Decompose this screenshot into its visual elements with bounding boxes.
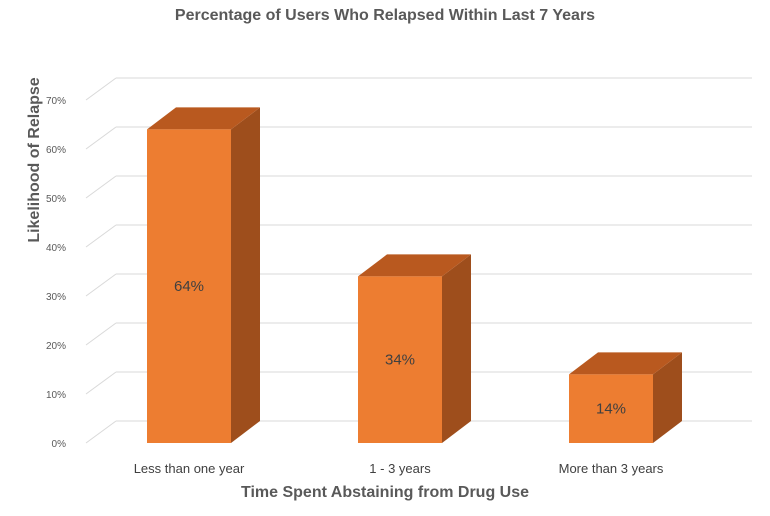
x-axis-title: Time Spent Abstaining from Drug Use: [240, 484, 530, 501]
gridline-side: [85, 371, 117, 395]
y-tick-label: 20%: [46, 341, 66, 352]
y-tick-label: 10%: [46, 390, 66, 401]
chart-title: Percentage of Users Who Relapsed Within …: [174, 7, 596, 24]
gridline-side: [85, 175, 117, 199]
bar-top: [569, 352, 682, 375]
bar-top: [358, 254, 471, 277]
gridline-side: [85, 273, 117, 297]
bar-side: [442, 254, 471, 443]
y-tick-label: 50%: [46, 194, 66, 205]
data-label: 14%: [596, 401, 626, 418]
y-tick-label: 70%: [46, 96, 66, 107]
bar: [358, 276, 442, 443]
x-tick-label: Less than one year: [134, 461, 245, 476]
data-label: 34%: [385, 352, 415, 369]
y-tick-label: 0%: [52, 439, 67, 450]
bar: [147, 129, 231, 443]
y-tick-label: 30%: [46, 292, 66, 303]
y-tick-label: 40%: [46, 243, 66, 254]
bar-side: [231, 107, 260, 444]
gridline-side: [85, 77, 117, 101]
gridline-side: [85, 126, 117, 150]
x-tick-label: 1 - 3 years: [369, 461, 431, 476]
y-tick-label: 60%: [46, 145, 66, 156]
gridline-side: [85, 420, 117, 444]
x-tick-label: More than 3 years: [559, 461, 664, 476]
bar-side: [653, 352, 682, 443]
data-label: 64%: [174, 278, 204, 295]
bar-top: [147, 107, 260, 130]
bar: [569, 374, 653, 443]
gridline-side: [85, 224, 117, 248]
gridline-side: [85, 322, 117, 346]
